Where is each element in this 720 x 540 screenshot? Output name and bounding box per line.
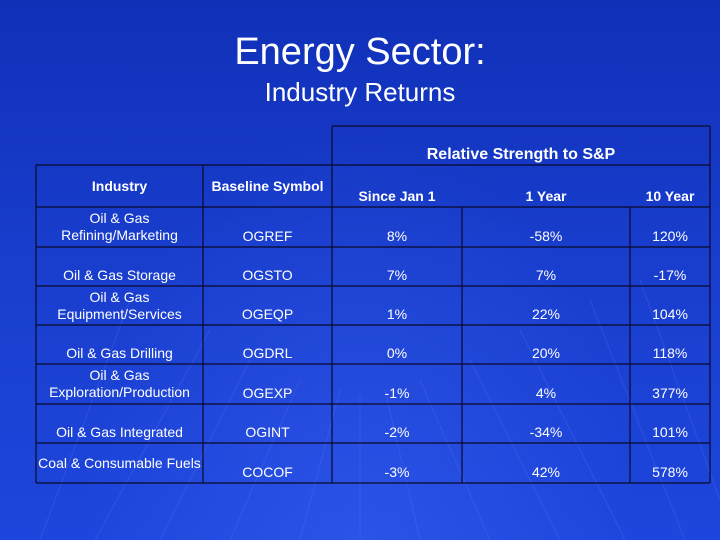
table-cell-since-jan1: 0% — [386, 345, 408, 361]
table-cell-symbol: OGREF — [242, 228, 293, 244]
slide-title: Energy Sector: — [234, 31, 486, 73]
table-cell-since-jan1: 7% — [386, 267, 408, 283]
table-cell-industry: Oil & Gas Equipment/Services — [57, 288, 182, 322]
table-cell-1-year: 22% — [531, 306, 561, 322]
table-cell-industry: Oil & Gas Storage — [63, 267, 176, 283]
column-header-1-year: 1 Year — [525, 188, 567, 204]
table-cell-10-year: 101% — [652, 424, 688, 440]
table-cell-10-year: 118% — [652, 345, 688, 361]
column-header-symbol: Baseline Symbol — [211, 177, 324, 194]
table-cell-since-jan1: -1% — [384, 385, 410, 401]
table-cell-1-year: 20% — [531, 345, 561, 361]
group-header-relative-strength: Relative Strength to S&P — [426, 146, 616, 163]
table-cell-industry: Coal & Consumable Fuels — [38, 454, 201, 471]
table-cell-1-year: 42% — [531, 464, 561, 480]
column-header-industry: Industry — [91, 177, 148, 194]
table-cell-10-year: 377% — [652, 385, 688, 401]
table-cell-industry: Oil & Gas Integrated — [56, 424, 183, 440]
slide-subtitle: Industry Returns — [264, 77, 456, 107]
table-cell-10-year: 104% — [652, 306, 688, 322]
column-header-since-jan1: Since Jan 1 — [358, 188, 436, 204]
table-cell-10-year: 578% — [652, 464, 688, 480]
table-cell-1-year: 4% — [535, 385, 557, 401]
table-cell-since-jan1: -2% — [384, 424, 410, 440]
column-header-10-year: 10 Year — [645, 188, 695, 204]
table-cell-industry: Oil & Gas Exploration/Production — [49, 367, 190, 400]
table-cell-symbol: OGEQP — [241, 306, 294, 322]
table-cell-symbol: OGSTO — [242, 267, 293, 283]
table-cell-since-jan1: 1% — [386, 306, 408, 322]
table-cell-1-year: -34% — [529, 424, 563, 440]
table-cell-symbol: COCOF — [242, 464, 293, 480]
table-cell-industry: Oil & Gas Refining/Marketing — [61, 210, 178, 243]
table-cell-industry: Oil & Gas Drilling — [66, 345, 173, 361]
table-cell-1-year: -58% — [529, 228, 563, 244]
table-cell-1-year: 7% — [535, 267, 557, 283]
table-cell-since-jan1: 8% — [386, 228, 408, 244]
table-cell-10-year: -17% — [653, 267, 687, 283]
table-cell-symbol: OGEXP — [242, 385, 293, 401]
table-cell-since-jan1: -3% — [384, 464, 410, 480]
table-cell-symbol: OGINT — [245, 424, 290, 440]
table-cell-symbol: OGDRL — [242, 345, 293, 361]
table-cell-10-year: 120% — [652, 228, 688, 244]
